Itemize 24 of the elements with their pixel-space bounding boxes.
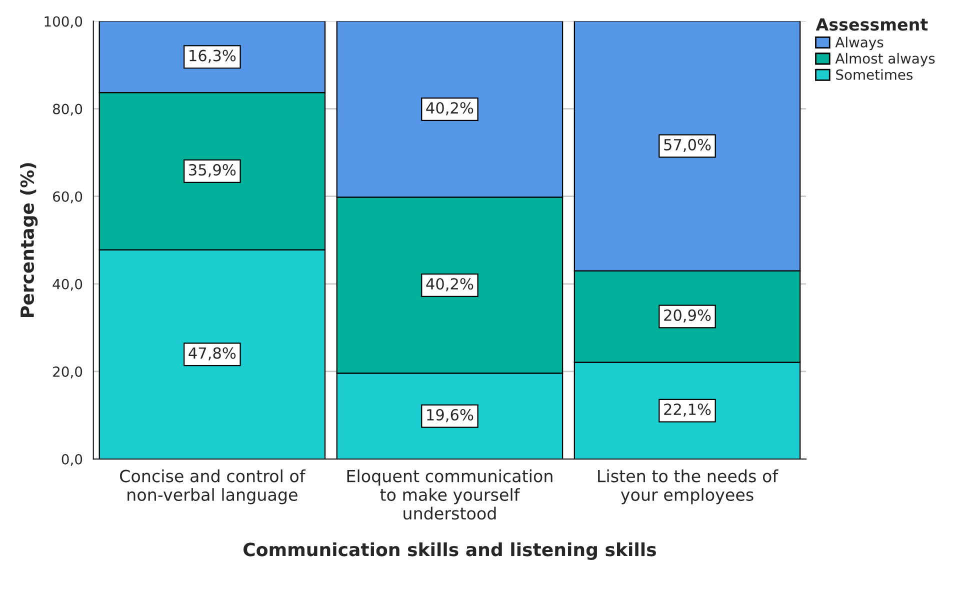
x-tick-label: Listen to the needs of your employees [598, 469, 778, 504]
y-tick-label: 40,0 [52, 278, 82, 291]
data-label: 57,0% [664, 138, 711, 152]
legend-label: Almost always [835, 52, 935, 66]
x-tick-label: Concise and control of non-verbal language [120, 469, 306, 504]
data-label: 16,3% [190, 50, 236, 63]
x-axis-title: Communication skills and listening skills [244, 542, 656, 560]
x-tick-label: Eloquent communication to make yourself understood [347, 469, 552, 520]
y-tick-label: 0,0 [62, 454, 82, 466]
y-axis-title: Percentage (%) [20, 163, 38, 317]
data-label: 19,6% [427, 408, 474, 422]
data-label: 22,1% [664, 404, 711, 417]
y-tick-label: 60,0 [53, 191, 82, 204]
legend-title: Assessment [816, 18, 928, 31]
y-tick-label: 80,0 [53, 104, 82, 116]
y-tick-label: 100,0 [44, 16, 82, 28]
y-tick-label: 20,0 [53, 366, 82, 378]
legend-label: Always [835, 36, 884, 50]
data-label: 40,2% [426, 278, 474, 292]
data-label: 40,2% [426, 102, 474, 116]
data-label: 47,8% [188, 347, 236, 360]
data-label: 20,9% [664, 309, 711, 323]
data-label: 35,9% [189, 164, 236, 178]
legend-label: Sometimes [836, 69, 913, 80]
